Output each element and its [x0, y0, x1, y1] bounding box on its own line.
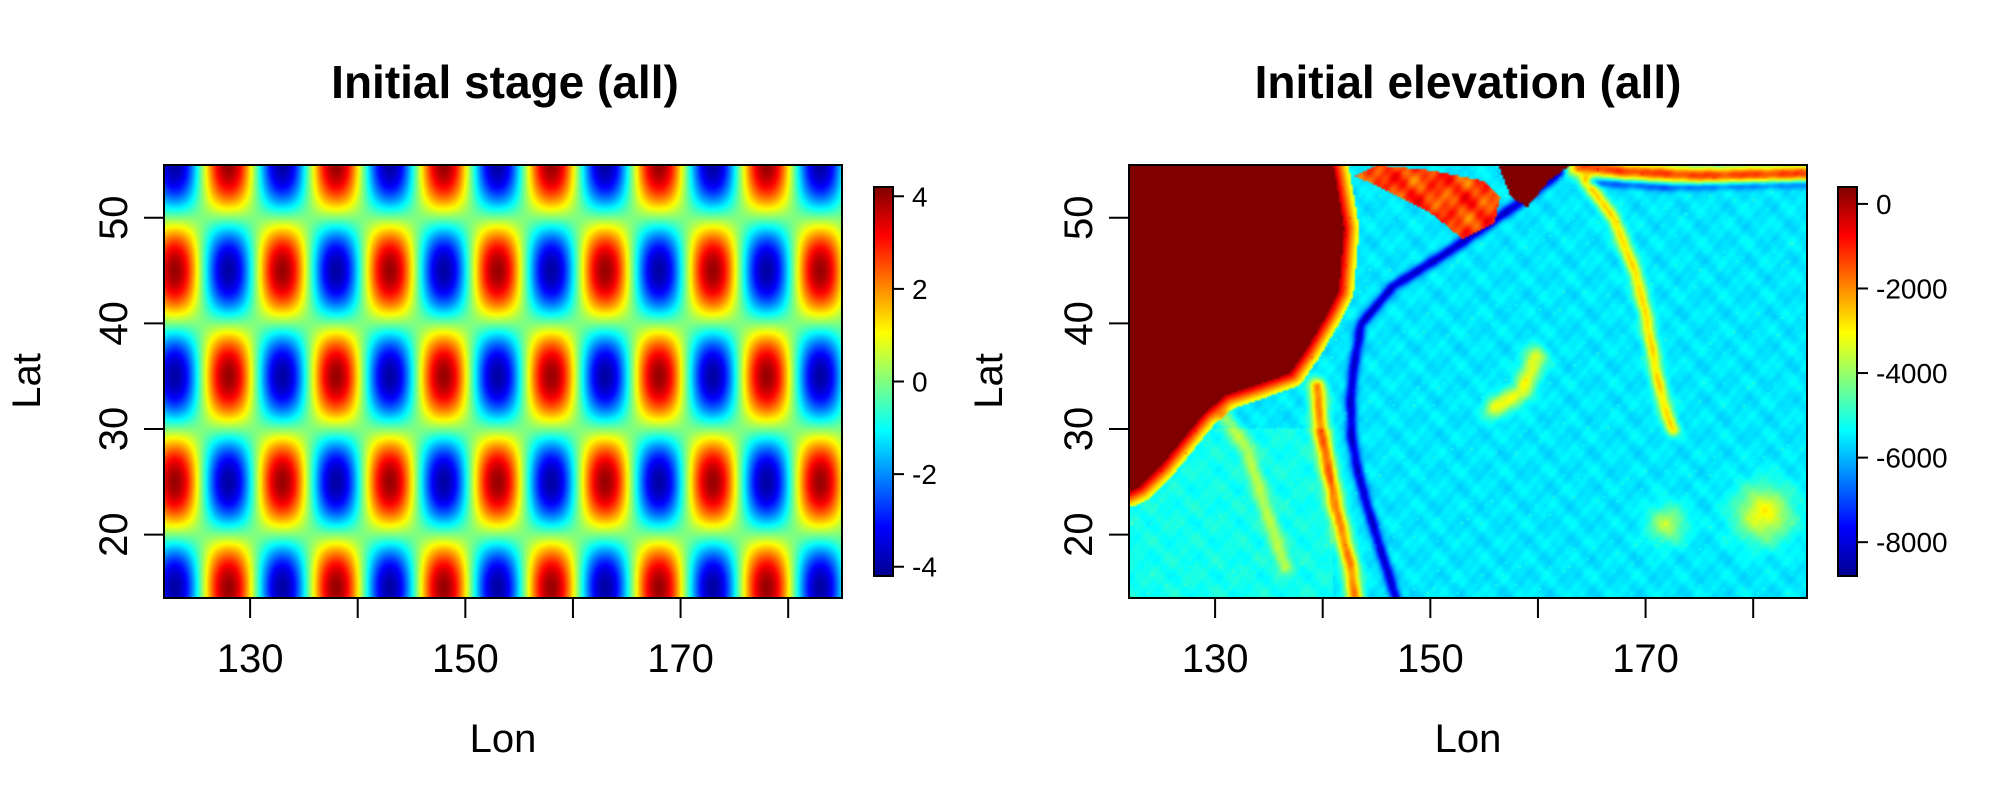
stage-y-axis: 20 30 40 50 — [92, 196, 164, 557]
colorbar-tick-label: 0 — [1876, 189, 1892, 220]
colorbar-tick-label: -2 — [912, 459, 937, 490]
colorbar-tick-label: -2000 — [1876, 273, 1948, 304]
elevation-x-axis-title: Lon — [1435, 717, 1502, 761]
x-tick-label: 150 — [432, 637, 499, 681]
elevation-title: Initial elevation (all) — [1255, 56, 1682, 108]
y-tick-label: 50 — [92, 196, 136, 241]
stage-x-axis: 130 150 170 — [217, 598, 790, 681]
x-tick-label: 170 — [647, 637, 714, 681]
elevation-plot-frame — [1128, 164, 1808, 599]
stage-title: Initial stage (all) — [331, 56, 679, 108]
x-tick-label: 130 — [1182, 637, 1249, 681]
y-tick-label: 30 — [92, 407, 136, 452]
elevation-panel: Initial elevation (all) 130 150 170 20 30 40… — [967, 56, 1948, 761]
colorbar-tick-label: 2 — [912, 274, 928, 305]
stage-x-axis-title: Lon — [470, 717, 537, 761]
y-tick-label: 40 — [92, 301, 136, 346]
stage-heatmap — [164, 165, 842, 598]
colorbar-tick-label: -4 — [912, 552, 937, 583]
stage-colorbar-ticks: -4 -2 0 2 4 — [893, 181, 937, 583]
elevation-x-axis: 130 150 170 — [1182, 598, 1755, 681]
elevation-colorbar-ticks: -8000 -6000 -4000 -2000 0 — [1857, 189, 1948, 558]
elevation-y-axis-title: Lat — [967, 353, 1011, 409]
x-tick-label: 150 — [1397, 637, 1464, 681]
colorbar-tick-label: -6000 — [1876, 443, 1948, 474]
y-tick-label: 40 — [1057, 301, 1101, 346]
x-tick-label: 170 — [1612, 637, 1679, 681]
colorbar-tick-label: -4000 — [1876, 358, 1948, 389]
x-tick-label: 130 — [217, 637, 284, 681]
stage-plot-frame — [163, 164, 843, 599]
y-tick-label: 20 — [1057, 512, 1101, 557]
colorbar-tick-label: 0 — [912, 367, 928, 398]
stage-y-axis-title: Lat — [5, 353, 49, 409]
y-tick-label: 20 — [92, 512, 136, 557]
elevation-y-axis: 20 30 40 50 — [1057, 196, 1129, 557]
elevation-heatmap — [1129, 165, 1807, 598]
y-tick-label: 50 — [1057, 196, 1101, 241]
colorbar-tick-label: -8000 — [1876, 527, 1948, 558]
elevation-colorbar — [1837, 186, 1858, 577]
colorbar-tick-label: 4 — [912, 181, 928, 212]
y-tick-label: 30 — [1057, 407, 1101, 452]
stage-colorbar — [873, 186, 894, 577]
